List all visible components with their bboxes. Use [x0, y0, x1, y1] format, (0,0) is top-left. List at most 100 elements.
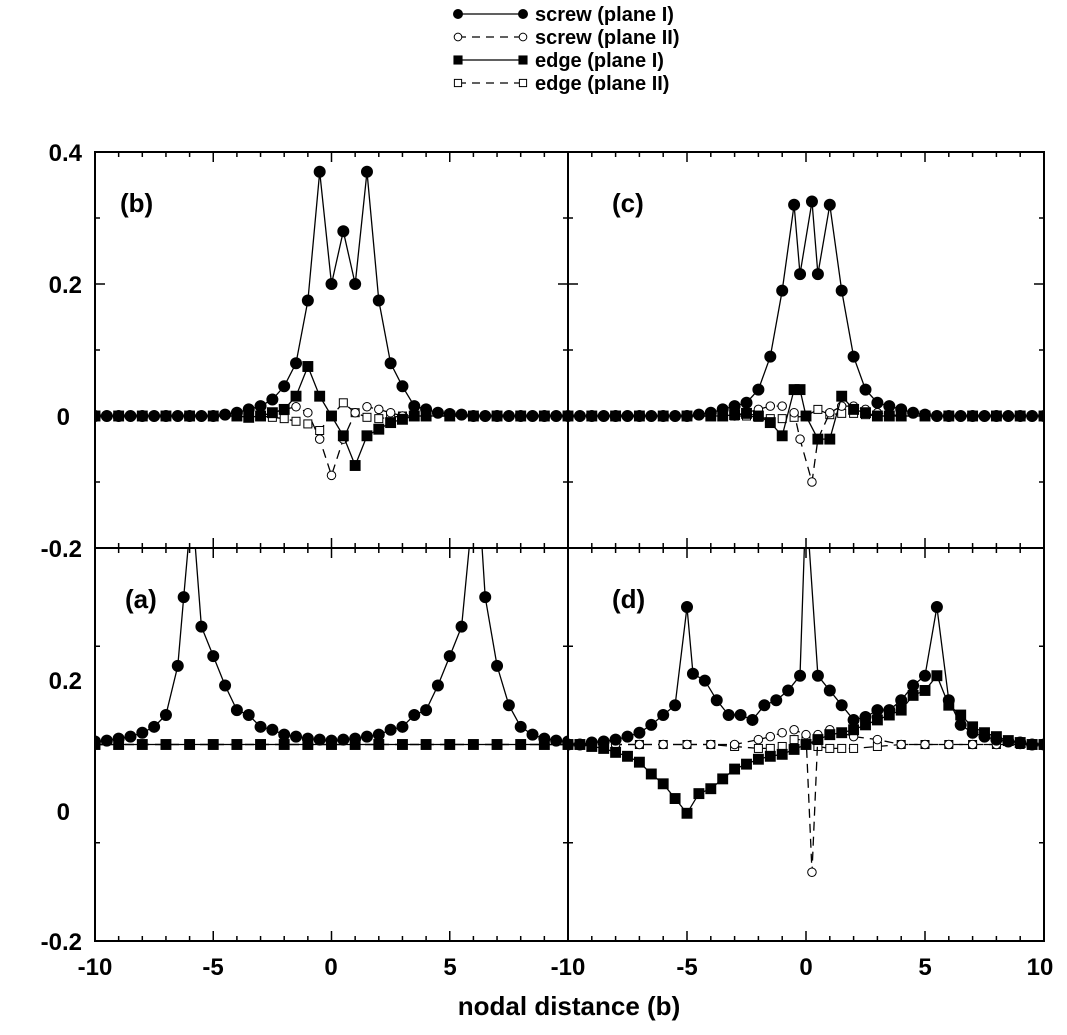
data-point	[758, 699, 771, 712]
data-point	[455, 408, 468, 421]
data-point	[420, 704, 433, 717]
data-point	[278, 739, 290, 750]
series-line	[568, 201, 1044, 417]
data-point	[812, 433, 824, 445]
data-point	[124, 730, 137, 743]
data-point	[195, 620, 208, 633]
data-point	[919, 685, 931, 696]
data-point	[698, 674, 711, 687]
data-point	[693, 788, 705, 800]
data-point	[740, 396, 753, 409]
data-point	[314, 434, 325, 444]
data-point	[290, 730, 303, 743]
data-point	[634, 739, 645, 750]
data-point	[431, 679, 444, 692]
data-point	[645, 768, 657, 780]
data-point	[360, 730, 373, 743]
data-point	[361, 430, 373, 442]
data-point	[883, 410, 895, 422]
data-point	[610, 746, 622, 758]
data-point	[741, 407, 752, 419]
data-point	[807, 477, 817, 487]
data-point	[706, 739, 716, 750]
data-point	[825, 407, 835, 418]
data-point	[896, 739, 906, 750]
data-point	[895, 704, 907, 716]
data-point	[954, 410, 967, 422]
data-point	[254, 720, 267, 733]
data-point	[207, 410, 220, 422]
data-point	[807, 867, 817, 877]
data-point	[717, 773, 729, 785]
data-point	[112, 732, 125, 745]
data-point	[254, 400, 267, 413]
data-point	[722, 709, 735, 722]
data-point	[729, 739, 740, 750]
data-point	[765, 401, 776, 411]
data-point	[825, 743, 835, 753]
data-point	[278, 728, 291, 741]
data-point	[990, 733, 1003, 746]
data-point	[835, 284, 848, 297]
data-point	[337, 225, 350, 238]
data-point	[373, 739, 385, 750]
panel-c-series-1	[568, 195, 1044, 422]
data-point	[919, 669, 931, 682]
data-point	[794, 669, 807, 682]
data-point	[805, 195, 818, 208]
legend-item-1: screw (plane I)	[453, 4, 674, 26]
data-point	[741, 758, 752, 770]
data-point	[895, 403, 908, 416]
data-point	[550, 410, 563, 422]
data-point	[184, 739, 196, 750]
data-point	[813, 404, 823, 414]
data-point	[907, 679, 920, 692]
data-point	[789, 407, 799, 418]
y-tick-top-0.4: 0.4	[49, 140, 83, 167]
data-point	[136, 410, 149, 422]
data-point	[303, 419, 313, 429]
data-point	[95, 410, 101, 422]
data-point	[704, 406, 717, 419]
data-point	[848, 724, 860, 736]
data-point	[160, 739, 172, 750]
data-point	[362, 412, 372, 422]
data-point	[812, 734, 824, 746]
data-point	[479, 410, 492, 422]
data-point	[860, 407, 871, 419]
x-tick-a-neg5: -5	[202, 954, 223, 981]
data-point	[859, 710, 872, 723]
data-point	[919, 408, 931, 421]
data-point	[837, 743, 847, 753]
legend-item-2: screw (plane II)	[453, 27, 680, 49]
data-point	[835, 699, 848, 712]
data-point	[374, 404, 384, 415]
y-tick-top-0: 0	[57, 404, 70, 431]
data-point	[966, 410, 979, 422]
data-point	[752, 410, 764, 422]
data-point	[811, 268, 824, 281]
data-point	[360, 165, 373, 178]
data-point	[266, 407, 278, 419]
data-point	[302, 361, 314, 372]
data-point	[657, 709, 670, 722]
data-point	[397, 739, 408, 750]
x-tick-d-5: 5	[918, 954, 931, 981]
data-point	[789, 725, 799, 735]
legend-item-3: edge (plane I)	[453, 50, 664, 72]
data-point	[657, 410, 670, 422]
data-point	[538, 732, 551, 745]
data-point	[502, 410, 515, 422]
data-point	[313, 733, 326, 746]
y-tick-bottom-neg0.2: -0.2	[41, 929, 82, 956]
legend-label: screw (plane II)	[535, 27, 680, 49]
data-point	[219, 679, 232, 692]
data-point	[681, 807, 693, 819]
data-point	[836, 727, 848, 739]
data-point	[384, 357, 397, 370]
data-point	[372, 728, 385, 741]
data-point	[669, 793, 681, 804]
data-point	[337, 733, 350, 746]
data-point	[782, 684, 795, 697]
data-point	[148, 410, 161, 422]
